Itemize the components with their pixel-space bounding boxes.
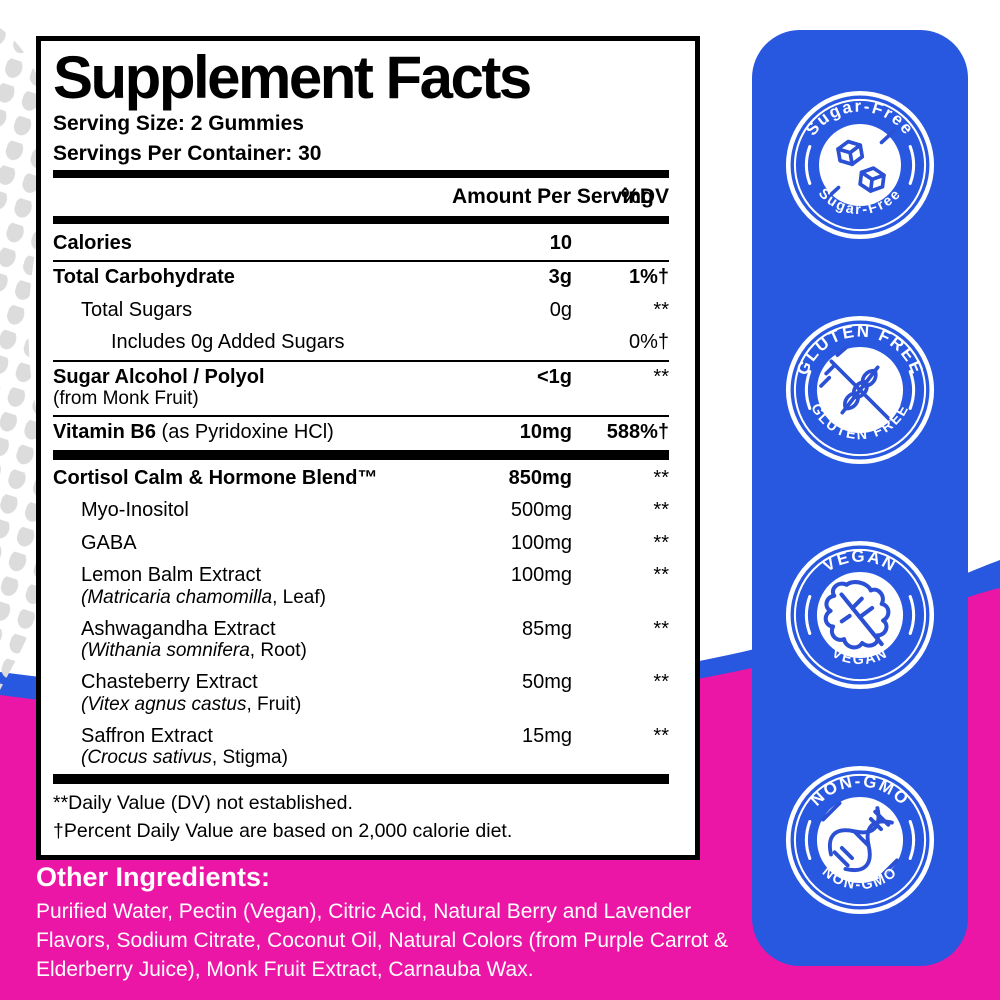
leaf-icon [823,580,891,650]
table-row-blend: Cortisol Calm & Hormone Blend™ 850mg ** [53,466,669,489]
servings-per-container: Servings Per Container: 30 [53,141,322,165]
table-row-added-sugars: Includes 0g Added Sugars 0%† [111,331,669,354]
divider-thick [53,170,669,179]
other-ingredients-section: Other Ingredients: Purified Water, Pecti… [36,862,736,985]
panel-title: Supplement Facts [53,44,532,111]
svg-text:VEGAN: VEGAN [829,645,891,668]
column-header-row: Amount Per Serving %DV [53,181,669,213]
other-ingredients-text: Purified Water, Pectin (Vegan), Citric A… [36,900,729,981]
divider-thick [53,449,669,460]
column-dv: %DV [621,185,669,209]
table-row-total-carbohydrate: Total Carbohydrate 3g 1%† [53,260,669,291]
table-row-saffron: Saffron Extract (Crocus sativus, Stigma)… [81,724,669,769]
table-row-sugar-alcohol: Sugar Alcohol / Polyol (from Monk Fruit)… [53,359,669,412]
table-row-myo-inositol: Myo-Inositol 500mg ** [81,499,669,522]
footnotes: **Daily Value (DV) not established. †Per… [53,787,669,845]
table-row-vitamin-b6: Vitamin B6 (as Pyridoxine HCl) 10mg 588%… [53,415,669,446]
badge-non-gmo: NON-GMO NON-GMO [785,765,935,915]
divider-thick [53,216,669,225]
column-amount: Amount Per Serving [452,185,654,209]
dna-crossed-icon [821,801,899,879]
table-row-total-sugars: Total Sugars 0g ** [81,298,669,321]
badge-bottom-label: VEGAN [829,645,889,668]
supplement-facts-panel: Supplement Facts Serving Size: 2 Gummies… [36,36,700,860]
table-row-ashwagandha: Ashwagandha Extract (Withania somnifera,… [81,617,669,662]
badge-sugar-free: Sugar-Free Sugar-Free [785,90,935,240]
other-ingredients-heading: Other Ingredients: [36,862,271,892]
serving-size: Serving Size: 2 Gummies [53,112,304,136]
table-row-calories: Calories 10 [53,231,572,254]
badge-pill: Sugar-Free Sugar-Free GLUTEN FREE GLUTEN… [752,30,968,966]
footnote-dv: **Daily Value (DV) not established. [53,792,353,815]
badge-gluten-free: GLUTEN FREE GLUTEN FREE [785,315,935,465]
wheat-crossed-icon [819,346,891,421]
table-row-lemon-balm: Lemon Balm Extract (Matricaria chamomill… [81,564,669,608]
sugar-cubes-icon [824,129,896,201]
table-row-chasteberry: Chasteberry Extract (Vitex agnus castus,… [81,671,669,715]
table-row-gaba: GABA 100mg ** [81,531,669,554]
divider-thick [53,774,669,785]
badge-vegan: VEGAN VEGAN [785,540,935,690]
footnote-percent: †Percent Daily Value are based on 2,000 … [53,819,513,842]
